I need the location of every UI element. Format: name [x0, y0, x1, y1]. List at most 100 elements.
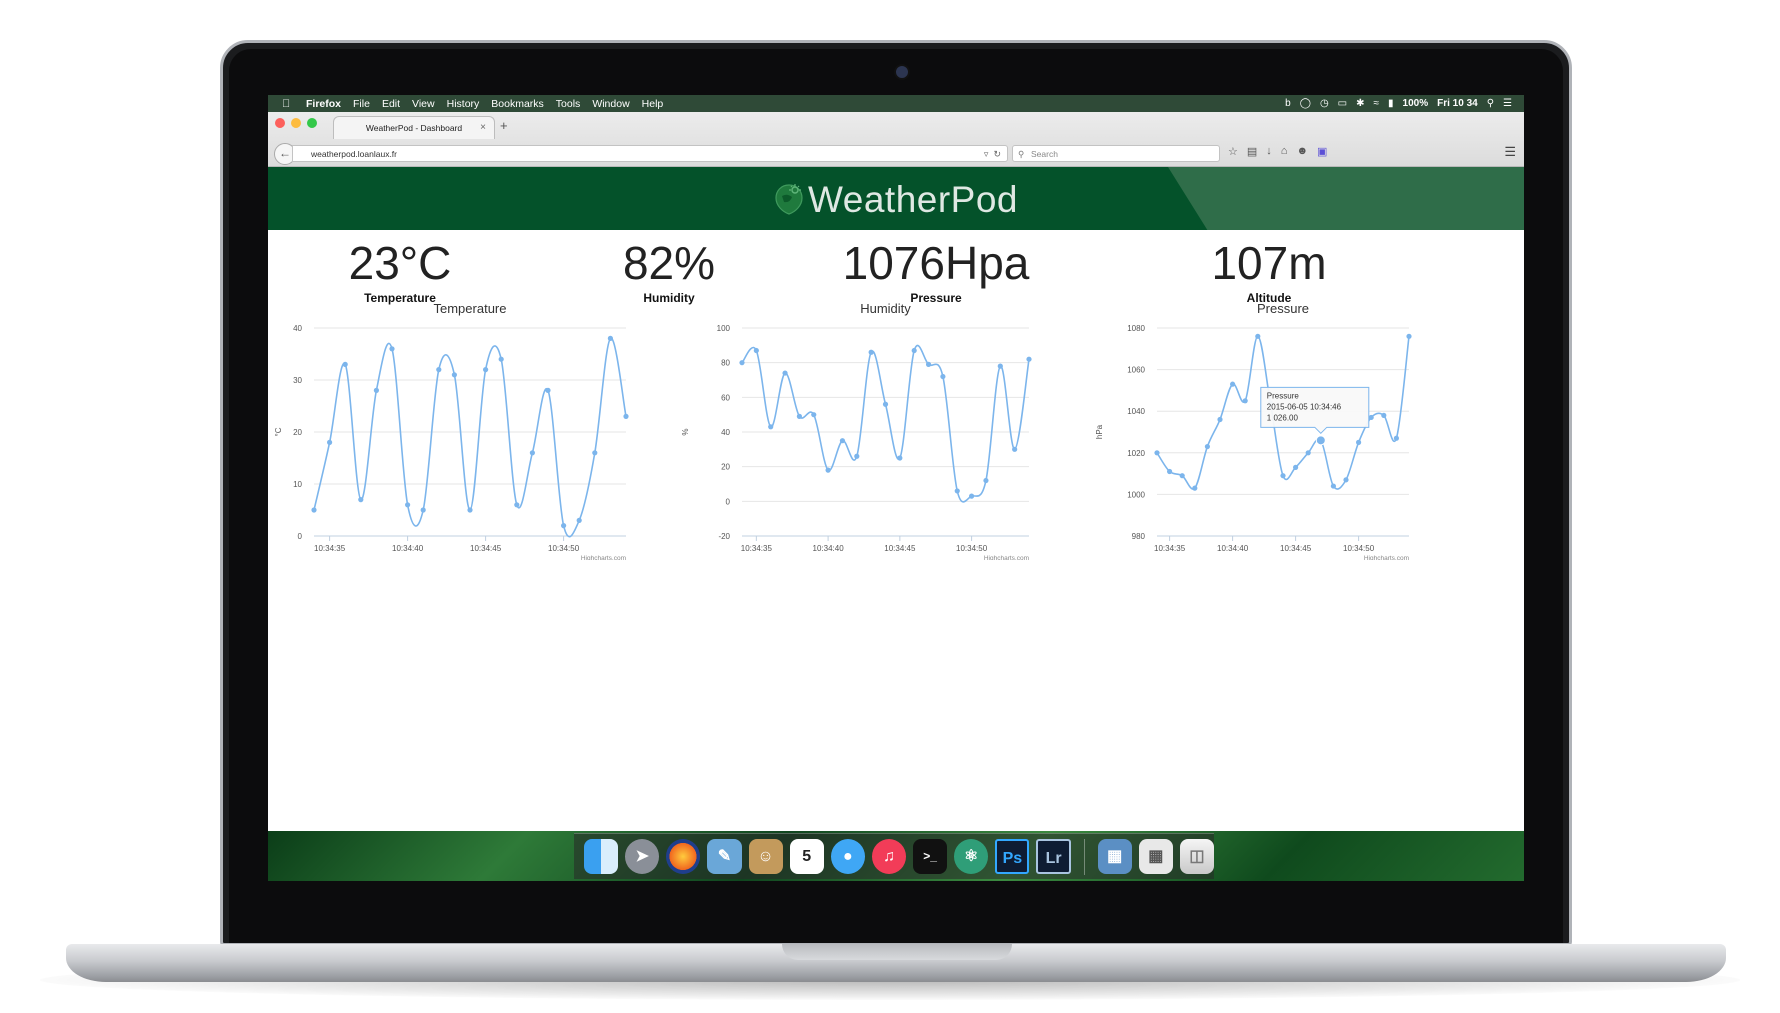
data-point[interactable]	[1406, 333, 1412, 339]
reading-list-icon[interactable]: ▤	[1246, 146, 1258, 158]
menu-file[interactable]: File	[353, 97, 370, 110]
data-point[interactable]	[753, 347, 759, 354]
url-dropdown-icon[interactable]: ▿	[983, 149, 989, 159]
data-point[interactable]	[1217, 416, 1223, 423]
data-point[interactable]	[983, 477, 989, 484]
chat-icon[interactable]: ☻	[1296, 145, 1309, 157]
status-airplay-icon[interactable]: ▭	[1337, 98, 1348, 109]
data-point[interactable]	[514, 502, 520, 508]
search-input[interactable]: ⚲ Search	[1012, 145, 1220, 162]
trash-icon[interactable]: ◫	[1179, 839, 1215, 874]
data-point[interactable]	[868, 349, 874, 355]
data-point[interactable]	[545, 387, 551, 393]
data-point[interactable]	[389, 346, 395, 352]
photoshop-icon[interactable]: Ps	[995, 839, 1030, 874]
data-point[interactable]	[911, 347, 917, 354]
data-point[interactable]	[576, 517, 582, 523]
data-point[interactable]	[897, 455, 903, 461]
clock[interactable]: Fri 10 34	[1437, 98, 1478, 109]
data-point[interactable]	[1179, 473, 1185, 479]
data-point[interactable]	[782, 370, 788, 376]
data-point[interactable]	[1393, 435, 1399, 441]
data-point[interactable]	[1368, 414, 1374, 421]
data-point[interactable]	[768, 424, 774, 430]
data-point[interactable]	[607, 335, 613, 341]
data-point[interactable]	[342, 361, 348, 367]
data-point[interactable]	[925, 361, 932, 367]
data-point[interactable]	[1381, 412, 1387, 418]
data-point[interactable]	[1154, 450, 1160, 456]
data-point[interactable]	[420, 507, 426, 513]
data-point[interactable]	[1255, 333, 1261, 339]
menu-tools[interactable]: Tools	[555, 97, 581, 110]
calendar-icon[interactable]: 5	[789, 839, 824, 874]
data-point[interactable]	[1230, 381, 1236, 387]
status-bluetooth-icon[interactable]: ✱	[1356, 98, 1365, 109]
data-point[interactable]	[811, 412, 817, 418]
data-point[interactable]	[623, 413, 629, 419]
new-tab-button[interactable]: +	[500, 118, 508, 133]
data-point[interactable]	[1204, 443, 1210, 450]
data-point[interactable]	[529, 450, 535, 456]
notification-center-icon[interactable]: ☰	[1503, 98, 1512, 109]
data-point[interactable]	[592, 450, 598, 456]
hovered-point[interactable]	[1315, 435, 1326, 446]
minimize-window-button[interactable]	[291, 118, 301, 128]
data-point[interactable]	[483, 367, 489, 373]
data-point[interactable]	[405, 502, 411, 508]
data-point[interactable]	[1012, 446, 1018, 452]
data-point[interactable]	[1293, 464, 1299, 470]
apple-icon[interactable]: 	[282, 98, 296, 110]
chart-credits[interactable]: Highcharts.com	[1364, 555, 1409, 560]
data-point[interactable]	[561, 523, 567, 529]
menu-edit[interactable]: Edit	[381, 97, 401, 110]
downloads-icon[interactable]: ↓	[1266, 145, 1272, 157]
terminal-icon[interactable]: >_	[913, 839, 948, 874]
data-point[interactable]	[1167, 468, 1173, 475]
data-point[interactable]	[997, 363, 1003, 369]
data-point[interactable]	[825, 467, 831, 473]
menu-history[interactable]: History	[446, 97, 480, 110]
messages-icon[interactable]: ●	[830, 839, 865, 874]
menu-window[interactable]: Window	[592, 97, 630, 110]
data-point[interactable]	[1280, 473, 1286, 479]
images-folder-icon[interactable]: ▦	[1097, 839, 1132, 874]
data-point[interactable]	[1242, 398, 1248, 404]
data-point[interactable]	[739, 360, 745, 366]
data-point[interactable]	[854, 453, 860, 459]
firefox-icon[interactable]	[666, 839, 701, 874]
close-window-button[interactable]	[275, 118, 285, 128]
site-logo-text[interactable]: WeatherPod	[808, 179, 1018, 220]
data-point[interactable]	[327, 439, 333, 445]
menu-view[interactable]: View	[412, 97, 435, 110]
data-point[interactable]	[467, 507, 473, 513]
menu-hamburger-icon[interactable]: ☰	[1504, 144, 1516, 159]
data-point[interactable]	[358, 497, 364, 503]
menu-bookmarks[interactable]: Bookmarks	[491, 97, 544, 110]
status-b-icon[interactable]: b	[1285, 98, 1291, 109]
preview-icon[interactable]: ✎	[707, 839, 742, 874]
data-point[interactable]	[1330, 483, 1336, 489]
data-point[interactable]	[451, 372, 457, 378]
chart-credits[interactable]: Highcharts.com	[581, 555, 626, 560]
data-point[interactable]	[498, 356, 504, 362]
reload-icon[interactable]: ↻	[993, 149, 1001, 159]
zoom-window-button[interactable]	[307, 118, 317, 128]
home-icon[interactable]: ⌂	[1280, 145, 1288, 157]
data-point[interactable]	[882, 401, 889, 407]
data-point[interactable]	[839, 438, 846, 444]
downloads-stack-icon[interactable]: ▦	[1138, 839, 1173, 874]
extension-icon[interactable]: ▣	[1317, 146, 1328, 158]
data-point[interactable]	[1026, 356, 1032, 362]
tab-close-icon[interactable]: ×	[480, 122, 486, 133]
contacts-icon[interactable]: ☺	[748, 839, 783, 874]
status-wifi-icon[interactable]: ≈	[1373, 98, 1380, 109]
lightroom-icon[interactable]: Lr	[1036, 839, 1071, 874]
launchpad-icon[interactable]: ➤	[625, 839, 660, 874]
menu-help[interactable]: Help	[641, 97, 664, 110]
data-point[interactable]	[311, 507, 317, 513]
url-bar[interactable]: weatherpod.loanlaux.fr ▿ ↻	[292, 145, 1008, 162]
status-battery-icon[interactable]: ▮	[1388, 98, 1394, 109]
tab-weatherpod-dashboard[interactable]: WeatherPod - Dashboard ×	[333, 116, 495, 139]
data-point[interactable]	[969, 493, 975, 499]
